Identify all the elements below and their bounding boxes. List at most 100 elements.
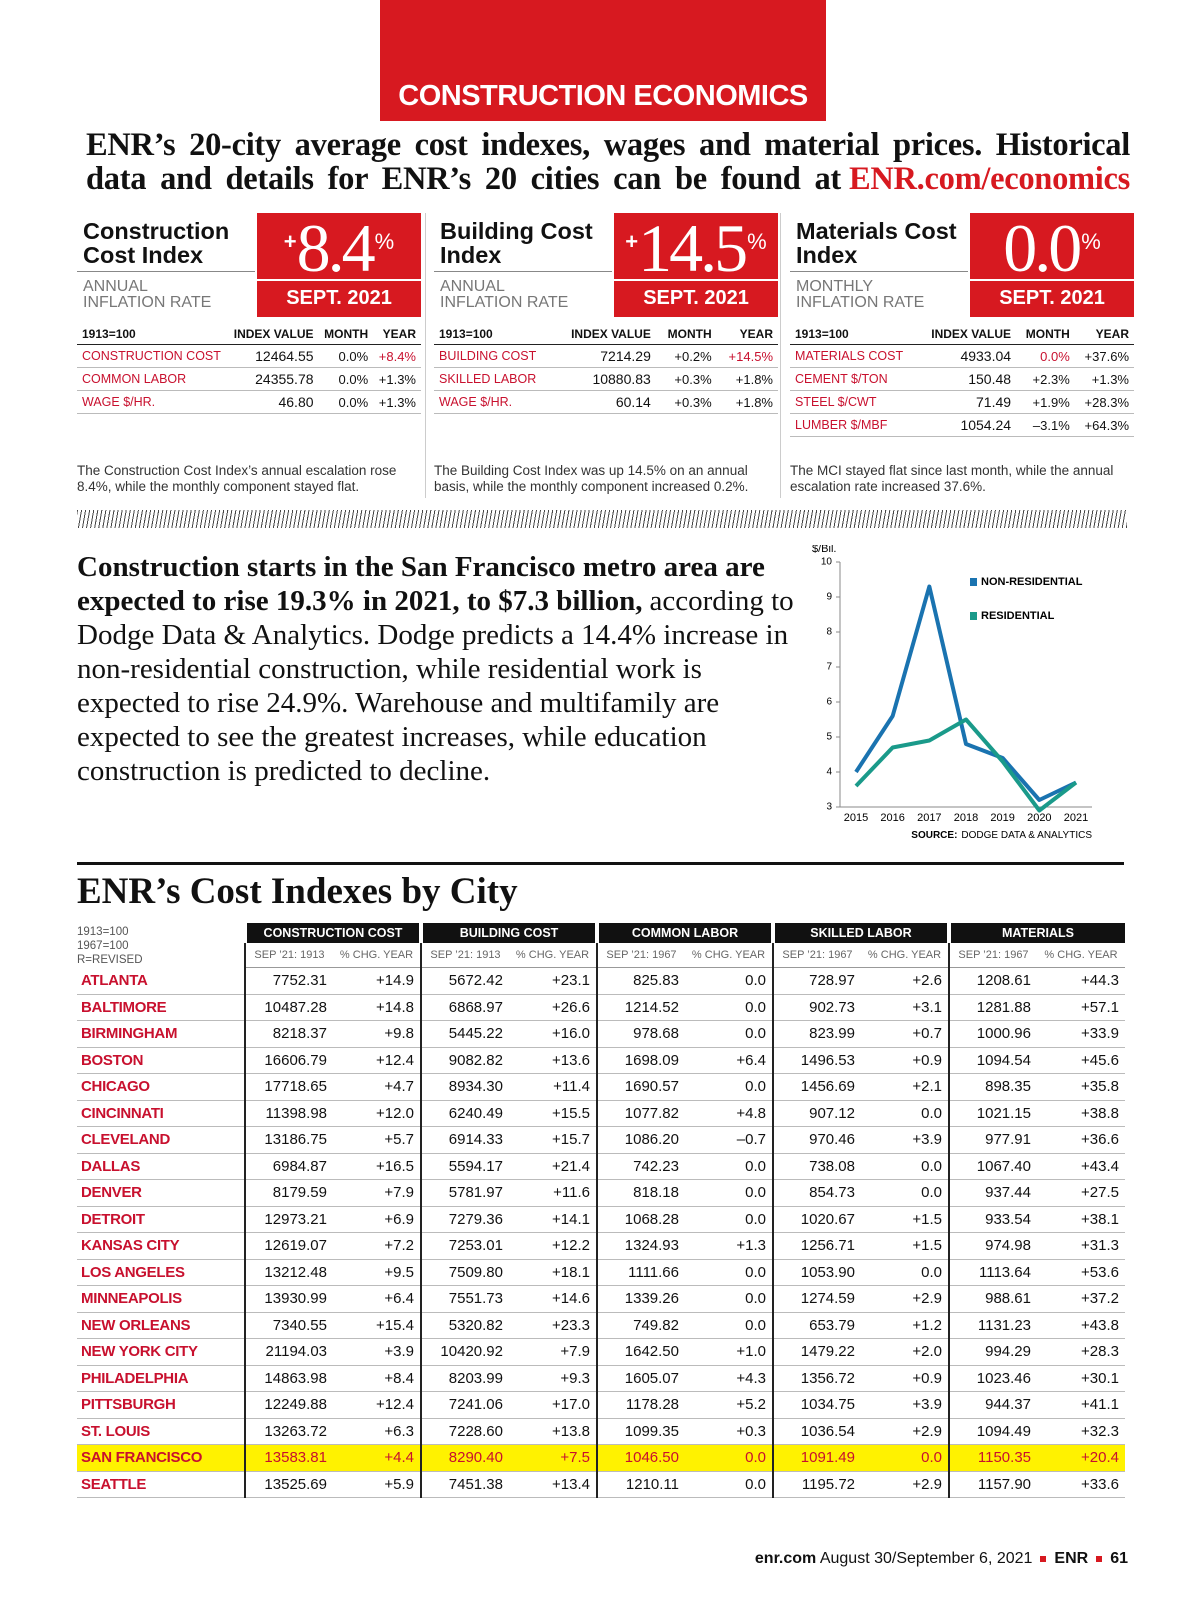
footer-page: 61	[1110, 1550, 1128, 1567]
rate-unit: %	[1081, 229, 1101, 254]
row: STEEL $/CWT 71.49 +1.9% +28.3%	[790, 390, 1134, 414]
subheader: SEP ’21: 1967	[772, 943, 861, 968]
cell: +12.0	[333, 1100, 421, 1127]
cell: +15.5	[509, 1100, 597, 1127]
y-tick-label: 3	[826, 802, 832, 813]
group-header: MATERIALS	[947, 923, 1125, 943]
city-row: PITTSBURGH 12249.88 +12.4 7241.06 +17.0 1178.…	[77, 1391, 1125, 1419]
cell: +8.4	[333, 1365, 421, 1392]
cell: +13.6	[509, 1047, 597, 1074]
cell: 7228.60	[420, 1418, 509, 1445]
cell: 13583.81	[244, 1444, 333, 1472]
cell: +57.1	[1037, 994, 1125, 1021]
cell: +3.9	[861, 1391, 949, 1419]
index-panel: Building Cost Index ANNUAL INFLATION RATE…	[434, 210, 778, 498]
cell: 1150.35	[948, 1444, 1037, 1472]
cell: 1036.54	[772, 1418, 861, 1445]
cell: 1000.96	[948, 1020, 1037, 1048]
city-name: NEW ORLEANS	[77, 1312, 245, 1339]
cell: WAGE $/HR.	[434, 390, 555, 414]
x-tick-label: 2016	[880, 812, 904, 824]
city-name: BOSTON	[77, 1047, 245, 1074]
story-lead: Construction starts in the San Francisco…	[77, 551, 765, 617]
cell: 1208.61	[948, 967, 1037, 995]
rate-date: SEPT. 2021	[643, 287, 749, 309]
city-name: ST. LOUIS	[77, 1418, 245, 1445]
subheader: SEP ’21: 1967	[948, 943, 1037, 968]
cell: +3.9	[861, 1126, 949, 1154]
chart: $/Bil. 3 4 5 6 7 8 9 10 2015 2016 2017 2018 2019 2020 2…	[812, 545, 1092, 841]
cell: 818.18	[596, 1179, 685, 1207]
cell: 728.97	[772, 967, 861, 995]
cell: +13.8	[509, 1418, 597, 1445]
subheader: % CHG. YEAR	[861, 943, 949, 968]
x-tick-label: 2015	[844, 812, 868, 824]
city-table: CONSTRUCTION COST BUILDING COST COMMON LAB…	[77, 923, 1125, 1498]
cell: +43.4	[1037, 1153, 1125, 1180]
cell: 9082.82	[420, 1047, 509, 1074]
cell: +35.8	[1037, 1073, 1125, 1101]
cell: +12.4	[333, 1047, 421, 1074]
cell: 8934.30	[420, 1073, 509, 1101]
cell: 0.0	[861, 1179, 949, 1207]
cell: +1.3%	[373, 367, 421, 391]
cell: +43.8	[1037, 1312, 1125, 1339]
rate-value: 8.4	[296, 210, 376, 286]
cell: 1099.35	[596, 1418, 685, 1445]
city-row: BIRMINGHAM 8218.37 +9.8 5445.22 +16.0 978.68 0…	[77, 1020, 1125, 1048]
city-row: SEATTLE 13525.69 +5.9 7451.38 +13.4 1210.11 0.…	[77, 1471, 1125, 1498]
cell: 994.29	[948, 1338, 1037, 1366]
group-header: BUILDING COST	[419, 923, 597, 943]
panel-note: The MCI stayed flat since last month, wh…	[790, 463, 1114, 494]
panel-title: Building Cost Index	[440, 218, 593, 268]
cell: +44.3	[1037, 967, 1125, 995]
table-title: ENR’s Cost Indexes by City	[77, 871, 518, 912]
y-tick-label: 9	[826, 592, 832, 603]
city-name: MINNEAPOLIS	[77, 1285, 245, 1313]
cell: 7340.55	[244, 1312, 333, 1339]
cell: 7752.31	[244, 967, 333, 995]
cell: 1339.26	[596, 1285, 685, 1313]
cell: 1054.24	[918, 413, 1017, 437]
cell: +2.3%	[1016, 367, 1075, 391]
cell: 71.49	[918, 390, 1017, 414]
cell: 1067.40	[948, 1153, 1037, 1180]
city-row: CHICAGO 17718.65 +4.7 8934.30 +11.4 1690.57 0.…	[77, 1073, 1125, 1101]
cell: +20.4	[1037, 1444, 1125, 1472]
city-row: CLEVELAND 13186.75 +5.7 6914.33 +15.7 1086.20…	[77, 1126, 1125, 1154]
cell: +14.1	[509, 1206, 597, 1233]
cell: +16.5	[333, 1153, 421, 1180]
index-panel: Construction Cost Index ANNUAL INFLATION …	[77, 210, 421, 498]
cell: +30.1	[1037, 1365, 1125, 1392]
cell: 0.0	[685, 1444, 773, 1472]
cell: +7.2	[333, 1232, 421, 1260]
rate-separator	[970, 279, 1134, 281]
cell: COMMON LABOR	[77, 367, 228, 391]
cell: +41.1	[1037, 1391, 1125, 1419]
city-name: KANSAS CITY	[77, 1232, 245, 1260]
cell: +9.3	[509, 1365, 597, 1392]
cell: +38.1	[1037, 1206, 1125, 1233]
cell: +14.9	[333, 967, 421, 995]
cell: +1.5	[861, 1206, 949, 1233]
city-row: MINNEAPOLIS 13930.99 +6.4 7551.73 +14.6 1339.…	[77, 1285, 1125, 1313]
corner	[77, 923, 245, 943]
row: SKILLED LABOR 10880.83 +0.3% +1.8%	[434, 367, 778, 391]
cell: +2.0	[861, 1338, 949, 1366]
intro-link[interactable]: ENR.com/economics	[848, 161, 1130, 197]
cell: 1356.72	[772, 1365, 861, 1392]
rate-value: 14.5	[638, 210, 748, 286]
hatch-rule	[77, 510, 1127, 528]
cell: 974.98	[948, 1232, 1037, 1260]
cell: 1281.88	[948, 994, 1037, 1021]
cell: +1.8%	[716, 390, 778, 414]
cell: 1068.28	[596, 1206, 685, 1233]
cell: 7509.80	[420, 1259, 509, 1286]
cell: +18.1	[509, 1259, 597, 1286]
x-tick-label: 2020	[1027, 812, 1051, 824]
cell: 1256.71	[772, 1232, 861, 1260]
cell: +7.9	[509, 1338, 597, 1366]
cell: +0.3%	[655, 390, 717, 414]
cell: +1.3%	[373, 390, 421, 414]
